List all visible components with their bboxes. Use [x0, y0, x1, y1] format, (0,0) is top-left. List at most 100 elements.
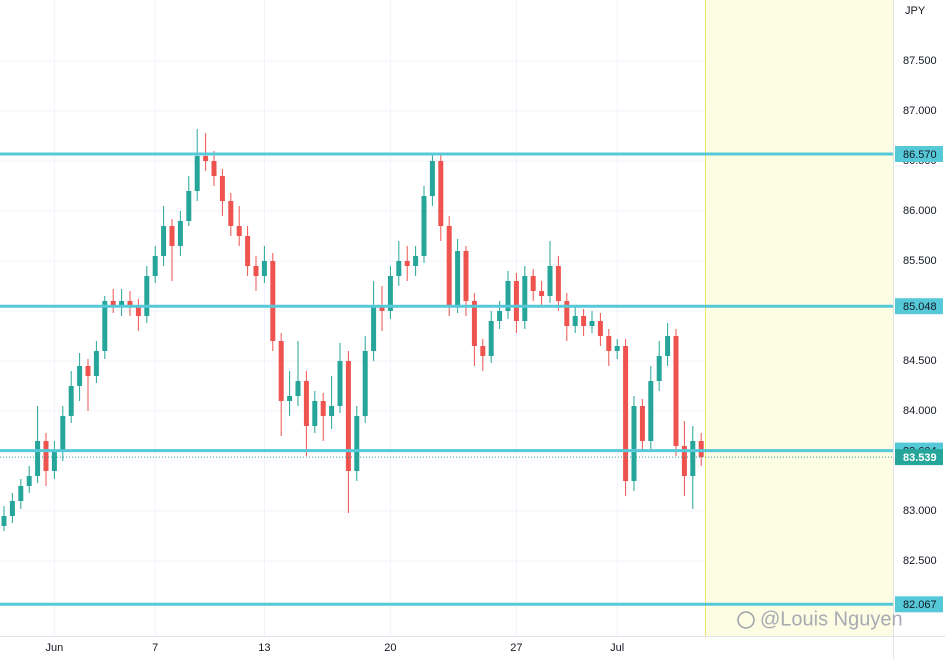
y-tick-label: 83.000 [903, 505, 937, 517]
candle-body [60, 416, 66, 451]
candle-body [606, 336, 612, 351]
y-tick-label: 86.000 [903, 205, 937, 217]
level-label-bg [895, 298, 943, 315]
candle-body [480, 346, 486, 356]
y-tick-label: 87.500 [903, 55, 937, 67]
candle-body [110, 301, 116, 306]
candle-body [597, 321, 603, 336]
candle-body [161, 226, 167, 256]
y-tick-label: 87.000 [903, 105, 937, 117]
level-label-bg [895, 596, 943, 613]
x-tick-label: Jun [46, 642, 64, 654]
candle-body [312, 401, 318, 426]
candle-body [648, 381, 654, 441]
candle-body [421, 196, 427, 256]
candle-body [287, 396, 293, 401]
candle-body [555, 266, 561, 301]
candle-body [547, 266, 553, 296]
candle-body [354, 416, 360, 471]
y-tick-label: 84.000 [903, 405, 937, 417]
candle-body [429, 161, 435, 196]
candle-body [261, 261, 267, 276]
candle-body [186, 191, 192, 221]
candle-body [698, 441, 704, 458]
candle-body [690, 441, 696, 476]
x-tick-label: 13 [258, 642, 270, 654]
candle-body [681, 446, 687, 476]
level-label: 82.067 [903, 599, 937, 611]
candle-body [177, 221, 183, 246]
candle-body [513, 281, 519, 321]
candle-body [135, 306, 141, 316]
candle-body [665, 336, 671, 356]
candle-body [320, 401, 326, 416]
candle-body [639, 406, 645, 441]
candle-body [68, 386, 74, 416]
candle-body [295, 381, 301, 396]
candle-body [85, 366, 91, 376]
candle-body [396, 261, 402, 276]
candle-body [614, 346, 620, 351]
candle-body [337, 361, 343, 406]
candle-body [379, 306, 385, 311]
candle-body [102, 301, 108, 351]
candle-body [26, 476, 32, 486]
candle-body [404, 261, 410, 266]
candle-body [236, 226, 242, 236]
y-axis-label: JPY [905, 5, 926, 17]
candle-body [303, 381, 309, 426]
candle-body [673, 336, 679, 446]
candle-body [1, 516, 7, 526]
candle-body [245, 236, 251, 266]
candle-body [219, 176, 225, 201]
y-tick-label: 85.500 [903, 255, 937, 267]
level-label-bg [895, 146, 943, 162]
candle-body [144, 276, 150, 316]
candle-body [572, 316, 578, 326]
candle-body [539, 291, 545, 296]
candle-body [413, 256, 419, 266]
candle-body [345, 361, 351, 471]
y-tick-label: 82.500 [903, 555, 937, 567]
watermark-group: @Louis Nguyen [737, 608, 903, 630]
candle-body [471, 301, 477, 346]
x-tick-label: Jul [610, 642, 624, 654]
candle-body [589, 321, 595, 326]
candle-body [203, 156, 209, 161]
candle-body [455, 251, 461, 306]
candle-body [656, 356, 662, 381]
candle-body [530, 276, 536, 291]
future-zone [705, 0, 893, 636]
last-price-bg [895, 449, 943, 466]
candle-body [270, 261, 276, 341]
level-label: 85.048 [903, 301, 937, 313]
candle-body [497, 311, 503, 321]
y-tick-label: 84.500 [903, 355, 937, 367]
candle-body [505, 281, 511, 311]
candle-body [169, 226, 175, 246]
candle-body [564, 301, 570, 326]
candle-body [623, 346, 629, 481]
candle-body [77, 366, 83, 386]
candle-body [119, 301, 125, 306]
candle-body [35, 441, 41, 476]
candle-body [329, 406, 335, 416]
last-price-label: 83.539 [903, 452, 937, 464]
candle-body [371, 306, 377, 351]
candle-body [362, 351, 368, 416]
candle-body [127, 301, 133, 306]
watermark: @Louis Nguyen [760, 608, 903, 630]
candle-body [18, 486, 24, 501]
candle-body [522, 276, 528, 321]
x-tick-label: 20 [384, 642, 396, 654]
candle-body [228, 201, 234, 226]
candle-body [253, 266, 259, 276]
level-label: 86.570 [903, 149, 937, 161]
candle-body [152, 256, 158, 276]
x-tick-label: 7 [152, 642, 158, 654]
candle-body [463, 251, 469, 301]
candle-body [211, 161, 217, 176]
candle-body [488, 321, 494, 356]
